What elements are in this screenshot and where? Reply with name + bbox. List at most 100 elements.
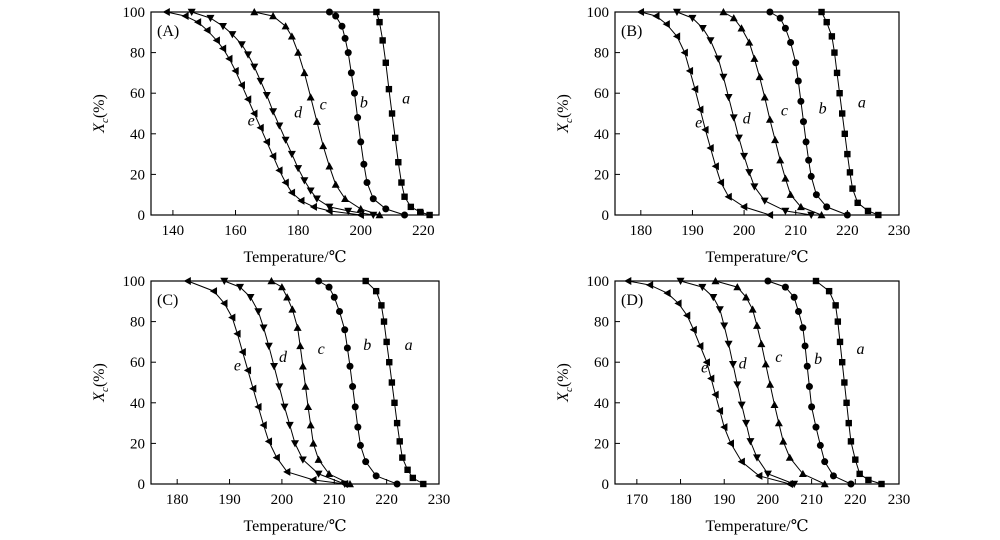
data-point	[344, 49, 352, 57]
data-point	[864, 207, 872, 215]
panel-label: (A)	[157, 23, 179, 40]
data-point	[262, 92, 271, 100]
series-label: d	[739, 355, 748, 372]
data-point	[219, 44, 227, 53]
series-label: b	[819, 101, 827, 118]
data-point	[244, 95, 252, 104]
plot-frame	[150, 11, 440, 216]
data-point	[781, 24, 789, 32]
data-point	[715, 406, 724, 415]
y-tick-label: 80	[594, 315, 609, 331]
data-point	[375, 211, 384, 219]
chart-panel-4: 170 180 190 200 210 220 230 0 20 40 60 80 100 Tempera…	[555, 274, 910, 535]
data-point	[707, 374, 715, 383]
data-point	[676, 277, 685, 285]
data-point	[380, 318, 388, 325]
data-point	[785, 480, 793, 488]
data-point	[332, 12, 340, 20]
y-axis-title-unit: (%)	[555, 94, 572, 118]
data-point	[228, 31, 237, 39]
data-point	[698, 283, 707, 292]
data-point	[683, 311, 691, 320]
data-point	[325, 162, 334, 170]
chart-panel-3: 180 190 200 210 220 230 0 20 40 60 80 100 Temperatur…	[91, 274, 450, 535]
data-point	[372, 287, 380, 295]
series-b: b	[766, 8, 851, 219]
series-d: d	[672, 8, 816, 219]
data-point	[336, 307, 344, 315]
data-point	[841, 379, 848, 386]
data-point	[755, 72, 764, 81]
data-point	[795, 307, 803, 315]
data-point	[379, 37, 386, 44]
data-point	[823, 18, 830, 26]
data-point	[254, 402, 262, 411]
data-point	[264, 342, 273, 350]
x-tick-label: 190	[681, 223, 704, 239]
y-tick-label: 0	[138, 477, 146, 493]
data-point	[856, 470, 863, 478]
data-point	[281, 136, 290, 144]
data-point	[269, 108, 278, 116]
data-point	[734, 134, 743, 142]
data-point	[281, 178, 289, 187]
data-point	[781, 174, 790, 182]
data-point	[742, 419, 751, 428]
data-point	[696, 105, 704, 114]
data-point	[737, 24, 746, 32]
y-axis-title-symbol: X	[91, 391, 108, 403]
data-point	[315, 277, 323, 285]
data-point	[728, 361, 737, 369]
panel-label: (C)	[157, 292, 178, 309]
data-point	[312, 117, 321, 125]
series-a: a	[812, 277, 885, 488]
y-axis-title-unit: (%)	[91, 363, 108, 387]
data-point	[244, 51, 253, 59]
x-axis-title: Temperature/℃	[244, 249, 347, 266]
data-point	[280, 403, 289, 411]
data-point	[296, 341, 305, 350]
data-point	[356, 211, 364, 219]
data-point	[250, 63, 259, 71]
y-axis-title: Xc(%)	[91, 363, 111, 403]
data-point	[711, 162, 719, 171]
plot-frame	[614, 11, 900, 216]
data-point	[393, 419, 401, 427]
data-point	[283, 293, 292, 301]
data-point	[745, 169, 754, 177]
series-label: e	[248, 113, 255, 130]
data-point	[790, 293, 798, 301]
y-tick-label: 80	[130, 46, 145, 62]
data-point	[680, 48, 688, 57]
data-point	[760, 197, 769, 205]
data-point	[746, 438, 755, 446]
series-e: e	[162, 8, 364, 219]
data-point	[854, 199, 861, 207]
data-point	[236, 283, 245, 292]
data-point	[357, 138, 365, 146]
data-point	[250, 8, 259, 16]
y-tick-label: 60	[594, 355, 609, 371]
y-axis-title-symbol: X	[555, 391, 572, 403]
x-tick-label: 180	[287, 223, 310, 239]
data-point	[309, 202, 317, 211]
series-label: b	[360, 94, 368, 111]
data-point	[706, 37, 715, 45]
y-tick-label: 20	[130, 436, 145, 452]
data-point	[269, 12, 278, 20]
data-point	[716, 178, 725, 187]
data-point	[369, 211, 378, 219]
data-point	[805, 156, 813, 164]
x-tick-label: 190	[713, 492, 736, 508]
x-tick-label: 160	[224, 223, 247, 239]
data-point	[363, 179, 371, 187]
data-point	[833, 69, 841, 77]
data-point	[846, 169, 854, 176]
data-point	[729, 14, 738, 22]
y-tick-label: 100	[587, 5, 610, 21]
data-point	[794, 77, 802, 85]
y-tick-label: 100	[123, 5, 146, 21]
data-point	[865, 476, 872, 484]
data-point	[378, 302, 385, 309]
y-tick-label: 100	[123, 274, 146, 290]
